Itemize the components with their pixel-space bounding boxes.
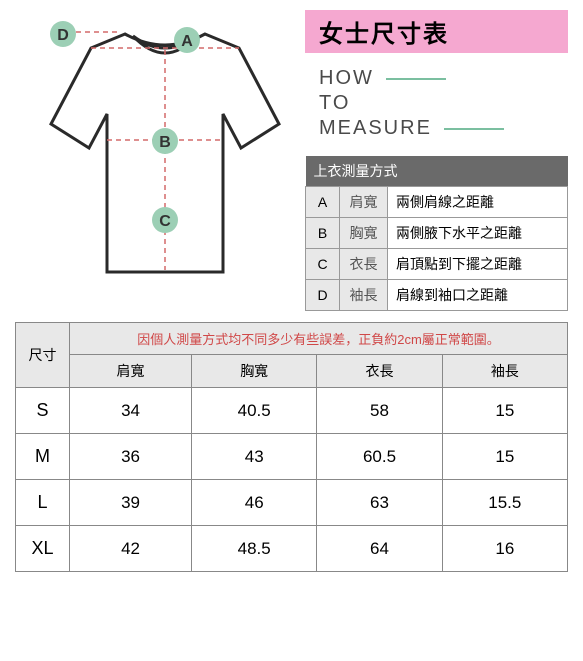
- howto-0: HOW: [319, 67, 374, 90]
- measure-desc: 兩側肩線之距離: [388, 187, 568, 218]
- svg-text:C: C: [159, 213, 171, 230]
- measure-name: 衣長: [340, 249, 388, 280]
- size-row: S3440.55815: [16, 388, 568, 434]
- top-section: A B C D 女士尺寸表 HOW TO MEASURE 上衣測量方式 A肩寬兩…: [0, 0, 583, 316]
- size-value: 36: [70, 434, 192, 480]
- size-value: 42: [70, 526, 192, 572]
- tshirt-svg: A B C D: [15, 10, 295, 290]
- size-table-wrap: 尺寸因個人測量方式均不同多少有些誤差，正負約2cm屬正常範圍。肩寬胸寬衣長袖長S…: [0, 316, 583, 587]
- tshirt-diagram: A B C D: [15, 10, 295, 290]
- measure-table: 上衣測量方式 A肩寬兩側肩線之距離B胸寬兩側腋下水平之距離C衣長肩頂點到下擺之距…: [305, 156, 568, 311]
- size-table: 尺寸因個人測量方式均不同多少有些誤差，正負約2cm屬正常範圍。肩寬胸寬衣長袖長S…: [15, 322, 568, 572]
- measure-name: 胸寬: [340, 218, 388, 249]
- marker-d: D: [50, 21, 76, 47]
- size-value: 63: [317, 480, 442, 526]
- svg-text:D: D: [57, 27, 69, 44]
- size-value: 58: [317, 388, 442, 434]
- howto-block: HOW TO MEASURE: [305, 63, 568, 156]
- size-value: 60.5: [317, 434, 442, 480]
- size-colhead: 袖長: [442, 355, 567, 388]
- measure-key: C: [306, 249, 340, 280]
- measure-desc: 肩頂點到下擺之距離: [388, 249, 568, 280]
- svg-text:A: A: [181, 33, 193, 50]
- size-label: M: [16, 434, 70, 480]
- size-value: 46: [192, 480, 317, 526]
- size-label: L: [16, 480, 70, 526]
- size-label: S: [16, 388, 70, 434]
- measure-row: B胸寬兩側腋下水平之距離: [306, 218, 568, 249]
- size-value: 43: [192, 434, 317, 480]
- marker-b: B: [152, 128, 178, 154]
- size-row: L39466315.5: [16, 480, 568, 526]
- size-value: 15: [442, 388, 567, 434]
- measure-row: A肩寬兩側肩線之距離: [306, 187, 568, 218]
- measure-name: 袖長: [340, 280, 388, 311]
- size-value: 40.5: [192, 388, 317, 434]
- howto-2: MEASURE: [319, 117, 432, 140]
- measure-name: 肩寬: [340, 187, 388, 218]
- title-bar: 女士尺寸表: [305, 10, 568, 53]
- size-row: M364360.515: [16, 434, 568, 480]
- measure-key: A: [306, 187, 340, 218]
- size-row: XL4248.56416: [16, 526, 568, 572]
- size-value: 15: [442, 434, 567, 480]
- size-value: 64: [317, 526, 442, 572]
- size-corner: 尺寸: [16, 323, 70, 388]
- measure-header: 上衣測量方式: [306, 156, 568, 187]
- size-value: 15.5: [442, 480, 567, 526]
- howto-1: TO: [319, 92, 350, 115]
- marker-a: A: [174, 27, 200, 53]
- measure-row: D袖長肩線到袖口之距離: [306, 280, 568, 311]
- size-value: 34: [70, 388, 192, 434]
- measure-key: D: [306, 280, 340, 311]
- size-colhead: 胸寬: [192, 355, 317, 388]
- right-area: 女士尺寸表 HOW TO MEASURE 上衣測量方式 A肩寬兩側肩線之距離B胸…: [305, 10, 568, 311]
- size-value: 48.5: [192, 526, 317, 572]
- size-label: XL: [16, 526, 70, 572]
- size-colhead: 肩寬: [70, 355, 192, 388]
- measure-desc: 肩線到袖口之距離: [388, 280, 568, 311]
- measure-row: C衣長肩頂點到下擺之距離: [306, 249, 568, 280]
- marker-c: C: [152, 207, 178, 233]
- size-note: 因個人測量方式均不同多少有些誤差，正負約2cm屬正常範圍。: [70, 323, 568, 355]
- measure-desc: 兩側腋下水平之距離: [388, 218, 568, 249]
- svg-text:B: B: [159, 134, 171, 151]
- size-value: 39: [70, 480, 192, 526]
- size-colhead: 衣長: [317, 355, 442, 388]
- size-value: 16: [442, 526, 567, 572]
- measure-key: B: [306, 218, 340, 249]
- title-text: 女士尺寸表: [319, 21, 449, 48]
